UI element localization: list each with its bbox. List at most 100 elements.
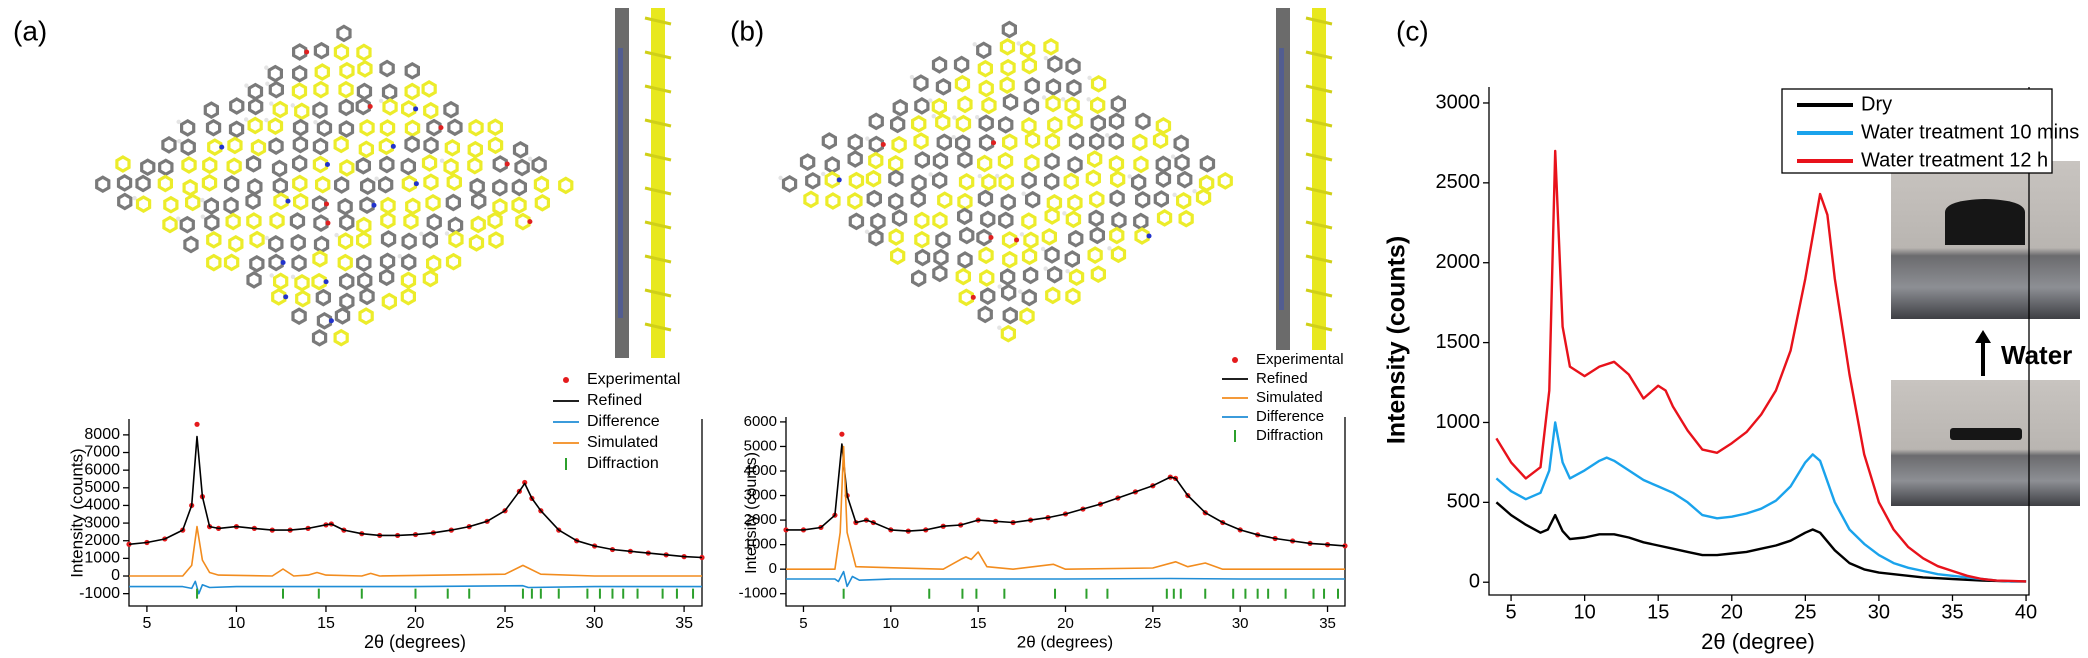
molecule-ring	[1153, 190, 1169, 208]
atom	[283, 294, 289, 300]
side-view-branch	[1305, 84, 1333, 94]
molecule-ring	[333, 135, 349, 154]
side-view-branch	[1305, 322, 1333, 332]
molecule-ring	[558, 176, 574, 195]
molecule-ring	[1111, 211, 1127, 230]
molecule-ring	[379, 268, 395, 287]
atom-h	[951, 135, 956, 140]
molecule-ring	[470, 215, 486, 234]
molecule-ring	[1177, 170, 1193, 189]
molecule-ring	[1065, 210, 1082, 229]
sample-swollen	[1945, 199, 2025, 245]
atom-h	[1127, 174, 1132, 179]
molecule-ring	[358, 140, 374, 159]
molecule-ring	[1155, 117, 1172, 135]
molecule-ring	[913, 74, 929, 92]
molecule-ring	[954, 74, 971, 93]
molecule-ring	[334, 307, 351, 325]
molecule-ring	[978, 246, 994, 265]
molecule-ring	[311, 272, 327, 291]
molecule-ring	[359, 287, 375, 306]
y-tick-label: 0	[111, 567, 120, 584]
molecule-ring	[1089, 226, 1105, 245]
y-tick-label: 2500	[1436, 171, 1481, 193]
structure-images	[95, 8, 1333, 358]
molecule-ring	[1044, 246, 1060, 264]
molecule-ring	[998, 173, 1014, 191]
molecule-ring	[891, 135, 907, 154]
molecule-ring	[338, 120, 355, 138]
molecule-ring	[1090, 74, 1107, 93]
legend-label: Refined	[587, 392, 642, 409]
molecule-ring	[914, 97, 930, 115]
molecule-ring	[1110, 170, 1126, 189]
molecule-ring	[207, 138, 223, 156]
molecule-ring	[339, 292, 355, 311]
molecule-ring	[162, 215, 178, 234]
molecule-ring	[246, 212, 262, 230]
molecule-ring	[467, 140, 483, 159]
x-tick-label: 15	[1647, 601, 1669, 623]
y-tick-label: 0	[769, 560, 777, 577]
molecule-ring	[955, 134, 971, 153]
molecule-ring	[448, 230, 464, 249]
y-axis-label: Intensity (counts)	[67, 448, 86, 577]
molecule-ring	[356, 254, 372, 272]
molecule-ring	[1066, 78, 1082, 97]
molecule-ring	[291, 307, 307, 326]
molecule-ring	[338, 98, 354, 117]
side-view-branch	[644, 254, 672, 264]
molecule-ring	[355, 156, 371, 175]
molecule-ring	[422, 231, 438, 249]
molecule-ring	[180, 138, 196, 157]
molecule-ring	[979, 269, 995, 287]
molecule-ring	[1002, 133, 1018, 152]
molecule-ring	[312, 101, 328, 120]
atom-h	[1107, 246, 1112, 251]
molecule-ring	[426, 254, 442, 273]
molecule-ring	[227, 136, 243, 155]
molecule-ring	[1046, 193, 1063, 212]
atom-h	[1170, 154, 1176, 159]
molecule-ring	[888, 169, 904, 188]
legend-label: Difference	[1256, 408, 1324, 425]
molecule-ring	[511, 178, 527, 197]
molecule-ring	[512, 140, 529, 159]
molecule-ring	[116, 174, 133, 192]
x-axis-label: 2θ (degrees)	[1017, 632, 1113, 651]
molecule-ring	[337, 197, 353, 216]
molecule-ring	[183, 235, 199, 254]
molecule-ring	[1063, 172, 1079, 191]
molecule-ring	[955, 267, 971, 286]
molecule-ring	[870, 212, 886, 231]
molecule-ring	[511, 196, 527, 215]
atom-h	[290, 103, 295, 108]
molecule-ring	[405, 197, 421, 216]
molecule-ring	[781, 175, 798, 193]
molecule-ring	[117, 192, 133, 211]
molecule-ring	[447, 118, 463, 137]
molecule-ring	[206, 230, 222, 249]
side-view-yellow	[651, 8, 665, 358]
molecule-ring	[339, 61, 355, 80]
molecule-ring	[935, 231, 951, 249]
molecule-ring	[229, 97, 245, 115]
atom-h	[1172, 192, 1177, 198]
molecule-ring	[1155, 155, 1171, 174]
atom	[325, 220, 331, 226]
molecule-ring	[977, 154, 993, 173]
molecule-ring	[1135, 112, 1151, 131]
series-line	[1495, 421, 2027, 583]
molecule-ring	[356, 231, 372, 249]
molecule-ring	[1000, 58, 1016, 77]
molecule-ring	[293, 192, 309, 211]
molecule-ring	[1176, 191, 1192, 210]
molecule-ring	[337, 253, 353, 272]
x-tick-label: 20	[1721, 601, 1743, 623]
legend-label: Dry	[1861, 93, 1892, 115]
molecule-ring	[1000, 324, 1016, 343]
molecule-ring	[403, 212, 419, 231]
molecule-ring	[1002, 306, 1018, 325]
molecule-ring	[931, 56, 948, 74]
